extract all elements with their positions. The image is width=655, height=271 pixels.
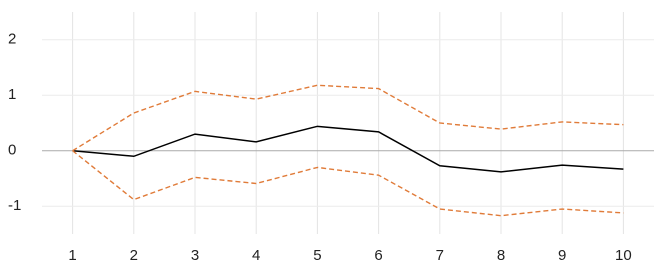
x-tick-label: 7 <box>436 247 444 264</box>
x-tick-label: 6 <box>374 247 382 264</box>
x-tick-label: 8 <box>497 247 505 264</box>
x-tick-label: 5 <box>313 247 321 264</box>
y-tick-label: 0 <box>8 142 16 159</box>
chart: 1 2 3 4 5 6 7 8 9 10 -1 0 1 2 <box>0 0 655 271</box>
x-tick-label: 2 <box>130 247 138 264</box>
y-tick-label: -1 <box>8 197 21 214</box>
y-tick-label: 1 <box>8 86 16 103</box>
x-tick-label: 10 <box>615 247 632 264</box>
page: 12345678910-1012 (() => { const data = J… <box>0 0 655 271</box>
x-tick-label: 4 <box>252 247 260 264</box>
series-line <box>73 126 624 172</box>
x-tick-label: 3 <box>191 247 199 264</box>
x-tick-label: 1 <box>68 247 76 264</box>
y-tick-label: 2 <box>8 31 16 48</box>
x-tick-label: 9 <box>558 247 566 264</box>
